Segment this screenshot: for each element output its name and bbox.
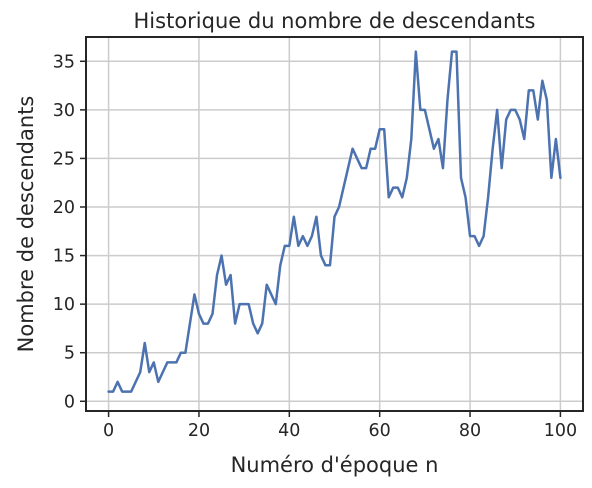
chart-title: Historique du nombre de descendants (134, 9, 536, 33)
tick-layer: 0 20 40 60 80 100 0 5 10 15 20 25 30 35 (53, 52, 577, 441)
y-tick-label: 30 (53, 101, 75, 121)
x-tick-label: 100 (544, 421, 577, 441)
y-tick-label: 15 (53, 247, 75, 267)
y-tick-label: 5 (64, 344, 75, 364)
y-tick-label: 25 (53, 149, 75, 169)
y-tick-label: 20 (53, 198, 75, 218)
grid-layer (86, 37, 583, 411)
plot-frame (85, 36, 584, 412)
x-tick-label: 20 (188, 421, 210, 441)
x-tick-label: 80 (459, 421, 481, 441)
x-tick-label: 40 (278, 421, 300, 441)
x-axis-title: Numéro d'époque n (231, 453, 439, 477)
y-tick-label: 10 (53, 295, 75, 315)
y-tick-label: 0 (64, 392, 75, 412)
series-line (107, 50, 562, 393)
series-layer (107, 50, 562, 393)
x-tick-label: 0 (103, 421, 114, 441)
x-tick-label: 60 (369, 421, 391, 441)
y-axis-title: Nombre de descendants (14, 96, 38, 353)
y-tick-label: 35 (53, 52, 75, 72)
